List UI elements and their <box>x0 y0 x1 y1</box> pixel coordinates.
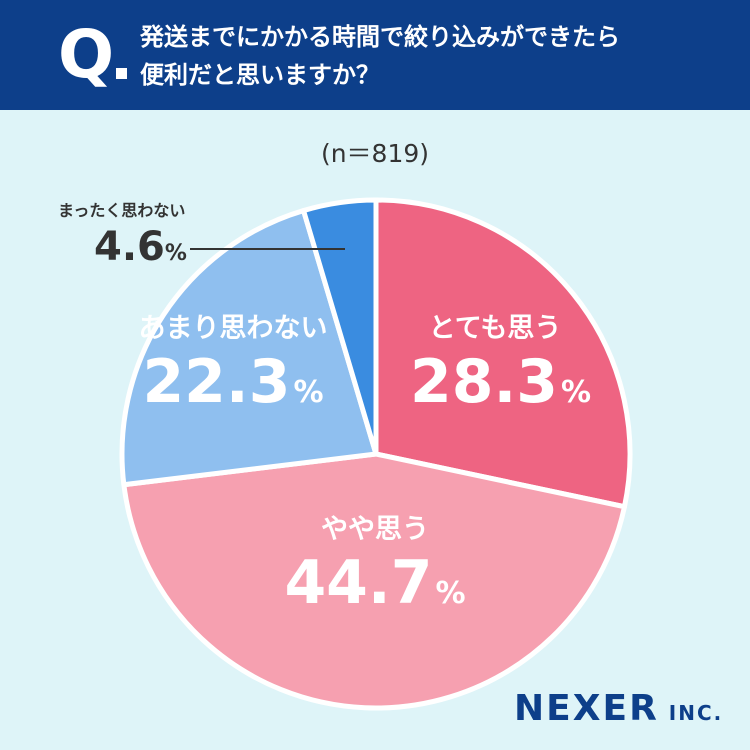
logo-name: NEXER <box>514 688 659 729</box>
slice-unit-totemo: % <box>561 375 592 410</box>
leader-line-mattaku <box>190 248 345 250</box>
slice-label-yaya: やや思う 44.7% <box>280 513 470 630</box>
slice-unit-mattaku: % <box>164 241 187 266</box>
slice-name-yaya: やや思う <box>321 514 429 545</box>
pie-slice-yaya <box>121 451 627 711</box>
slice-unit-yaya: % <box>435 576 466 611</box>
pie-slice-amari <box>119 208 379 488</box>
slice-name-mattaku: まったく思わない <box>58 201 186 220</box>
slice-unit-amari: % <box>293 375 324 410</box>
question-mark-dot <box>116 68 127 79</box>
question-text-line-1: 発送までにかかる時間で絞り込みができたら <box>140 23 620 51</box>
question-header: Q 発送までにかかる時間で絞り込みができたら 便利だと思いますか？ <box>0 0 750 110</box>
pie-slice-totemo <box>373 197 633 510</box>
slice-label-totemo: とても思う 28.3% <box>410 312 591 429</box>
slice-name-amari: あまり思わない <box>138 313 328 344</box>
sample-size: (n＝819) <box>320 139 430 168</box>
company-logo: NEXER INC. <box>514 688 723 729</box>
slice-value-yaya: 44.7 <box>284 548 433 618</box>
slice-label-mattaku: まったく思わない 4.6% <box>58 200 187 279</box>
slice-name-totemo: とても思う <box>428 313 562 344</box>
question-text-line-2: 便利だと思いますか？ <box>140 61 380 89</box>
logo-suffix: INC. <box>668 701 724 725</box>
slice-label-amari: あまり思わない 22.3% <box>128 312 338 429</box>
question-mark: Q <box>58 16 115 93</box>
slice-value-totemo: 28.3 <box>410 347 559 417</box>
pie-slice-mattaku <box>301 197 379 457</box>
slice-value-mattaku: 4.6 <box>94 224 165 270</box>
slice-value-amari: 22.3 <box>142 347 291 417</box>
